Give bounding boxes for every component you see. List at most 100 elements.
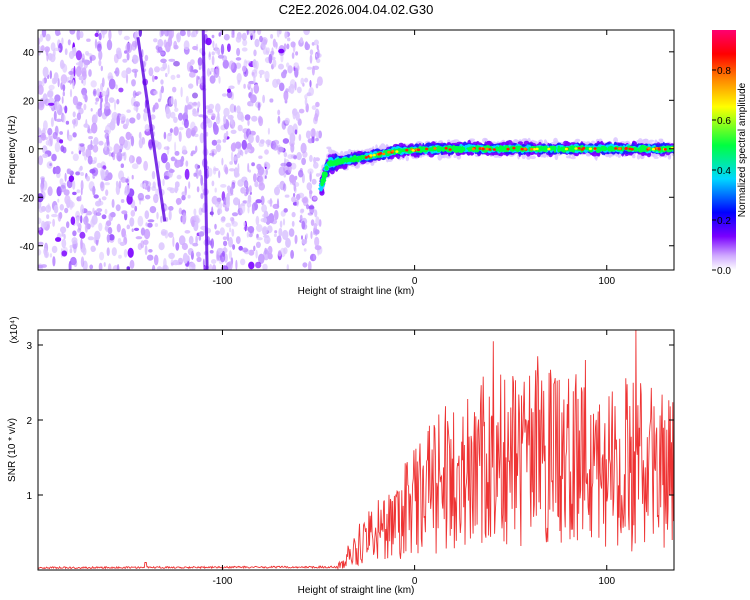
noise-blob <box>108 30 112 41</box>
noise-blob <box>106 234 110 243</box>
ridge-blob <box>334 154 338 159</box>
noise-blob <box>315 83 319 89</box>
noise-blob <box>223 132 228 141</box>
noise-blob <box>299 214 303 221</box>
noise-blob <box>237 111 244 121</box>
noise-blob <box>157 46 163 53</box>
noise-blob <box>54 30 61 37</box>
noise-blob <box>257 102 261 111</box>
noise-blob <box>38 80 43 86</box>
noise-blob <box>282 229 289 241</box>
noise-blob <box>299 37 304 44</box>
ridge-core <box>416 148 421 152</box>
noise-blob <box>228 168 235 172</box>
noise-blob <box>113 53 119 64</box>
ridge-core <box>411 149 415 152</box>
noise-blob <box>55 237 62 242</box>
noise-blob <box>168 231 174 238</box>
noise-blob <box>67 134 73 142</box>
ridge-core <box>657 147 661 150</box>
noise-blob <box>291 211 296 218</box>
noise-blob <box>66 221 70 229</box>
colorbar-label: Normalized spectral amplitude <box>737 82 748 217</box>
noise-blob <box>115 204 121 212</box>
noise-blob <box>313 39 319 46</box>
ridge-core <box>405 148 409 152</box>
noise-blob <box>295 111 300 122</box>
noise-blob <box>205 37 212 46</box>
noise-blob <box>303 248 307 252</box>
ridge-core <box>485 147 489 151</box>
noise-blob <box>263 249 270 261</box>
noise-blob <box>191 102 198 106</box>
noise-blob <box>215 230 220 235</box>
noise-blob <box>285 237 291 248</box>
ridge-blob <box>453 154 457 158</box>
noise-blob <box>45 140 50 146</box>
noise-blob <box>165 106 170 114</box>
noise-blob <box>133 227 140 231</box>
ridge-blob <box>330 149 336 156</box>
noise-blob <box>108 78 116 90</box>
noise-blob <box>59 59 65 70</box>
noise-blob <box>40 183 44 193</box>
noise-blob <box>125 184 130 195</box>
noise-blob <box>61 250 68 257</box>
noise-blob <box>144 54 149 62</box>
noise-blob <box>218 170 221 179</box>
noise-blob <box>94 230 101 241</box>
noise-blob <box>98 222 103 232</box>
noise-blob <box>145 194 151 200</box>
noise-blob <box>232 142 236 151</box>
ridge-core <box>481 147 485 151</box>
noise-blob <box>134 205 138 212</box>
noise-blob <box>295 51 299 56</box>
noise-blob <box>293 193 296 198</box>
ridge-core <box>582 146 586 150</box>
noise-blob <box>291 196 297 203</box>
noise-blob <box>314 113 319 122</box>
noise-blob <box>267 127 270 135</box>
noise-blob <box>151 264 156 270</box>
ridge-core <box>364 156 368 159</box>
noise-blob <box>272 78 279 88</box>
noise-blob <box>180 86 183 98</box>
noise-blob <box>169 128 173 134</box>
noise-blob <box>184 230 191 234</box>
ridge-core <box>663 148 667 151</box>
noise-blob <box>100 181 105 192</box>
noise-blob <box>179 30 186 37</box>
ridge-core <box>651 147 656 151</box>
noise-blob <box>286 62 290 68</box>
noise-blob <box>278 82 285 92</box>
noise-blob <box>199 132 205 144</box>
noise-blob <box>211 139 218 146</box>
ridge-blob <box>648 139 655 143</box>
noise-blob <box>282 138 290 144</box>
noise-blob <box>298 134 302 141</box>
ridge-blob <box>526 155 531 160</box>
noise-blob <box>241 32 247 41</box>
noise-blob <box>305 233 308 240</box>
noise-blob <box>161 152 168 164</box>
noise-blob <box>313 223 317 231</box>
noise-blob <box>240 187 246 194</box>
noise-blob <box>265 50 270 55</box>
noise-blob <box>83 59 89 69</box>
y-tick-label: 1 <box>26 491 32 502</box>
noise-blob <box>192 108 197 115</box>
noise-blob <box>51 245 58 254</box>
noise-blob <box>80 238 83 250</box>
noise-blob <box>241 139 247 150</box>
ridge-blob <box>453 145 460 152</box>
noise-blob <box>263 161 269 168</box>
colorbar-tick-label: 0.6 <box>717 116 731 127</box>
noise-blob <box>126 52 130 61</box>
noise-blob <box>292 42 296 53</box>
noise-blob <box>253 49 257 57</box>
noise-blob <box>129 217 135 227</box>
noise-blob <box>221 55 228 62</box>
noise-blob <box>208 103 215 110</box>
noise-blob <box>72 46 77 57</box>
noise-blob <box>231 228 235 237</box>
